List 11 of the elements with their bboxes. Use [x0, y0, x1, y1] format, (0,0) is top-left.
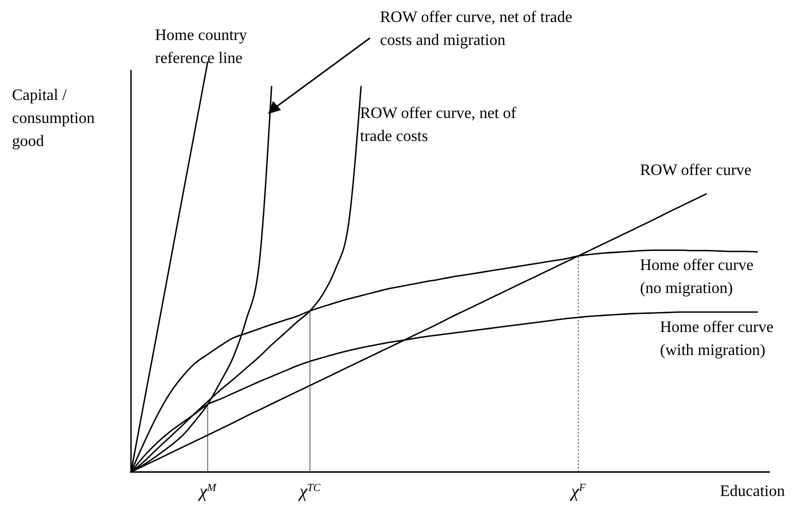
- series-label: Home country reference line: [155, 27, 247, 67]
- series-label: ROW offer curve: [640, 162, 752, 179]
- x-tick-label: χ$^{F}$: [569, 481, 586, 501]
- series-label: Home offer curve (with migration): [660, 319, 774, 359]
- x-axis-title: Education: [720, 483, 785, 500]
- x-tick-label: χ$^{TC}$: [297, 481, 322, 501]
- x-tick-label: χ$^{M}$: [197, 481, 218, 501]
- series-label: ROW offer curve, net of trade costs: [360, 105, 517, 145]
- series-label: Home offer curve (no migration): [640, 257, 754, 297]
- y-axis-title: Capital / consumption good: [12, 87, 95, 150]
- text: ROW offer curve, net of trade costs and migration: [380, 9, 572, 49]
